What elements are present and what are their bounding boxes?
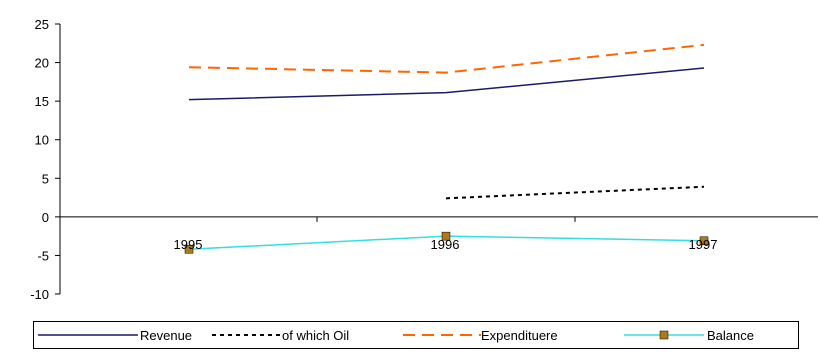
legend-label: Balance: [707, 328, 754, 343]
data-point: [184, 245, 194, 254]
x-tick-label: 1995: [174, 237, 203, 252]
y-tick-label: -5: [37, 248, 49, 263]
y-tick-label: 5: [42, 171, 49, 186]
x-axis-labels: 1995 1996 1997: [174, 237, 718, 252]
series-line-0: [188, 67, 705, 101]
series-lines: [184, 43, 709, 254]
y-tick-label: -10: [30, 287, 49, 302]
legend: Revenue of which Oil Expendituere Balance: [33, 321, 799, 349]
series-line-1: [445, 185, 705, 200]
legend-marker: [659, 330, 669, 340]
x-tick-label: 1996: [431, 237, 460, 252]
series-line-2: [188, 43, 705, 74]
legend-label: Expendituere: [481, 328, 558, 343]
y-axis: 25 20 15 10 5 0 -5 -10: [30, 17, 818, 302]
data-point: [441, 231, 451, 241]
y-tick-label: 15: [35, 94, 49, 109]
legend-label: of which Oil: [282, 328, 349, 343]
y-tick-label: 20: [35, 56, 49, 71]
x-tick-label: 1997: [689, 237, 718, 252]
y-tick-label: 10: [35, 133, 49, 148]
y-tick-label: 0: [42, 210, 49, 225]
data-point: [699, 236, 709, 246]
legend-label: Revenue: [140, 328, 192, 343]
y-tick-label: 25: [35, 17, 49, 32]
